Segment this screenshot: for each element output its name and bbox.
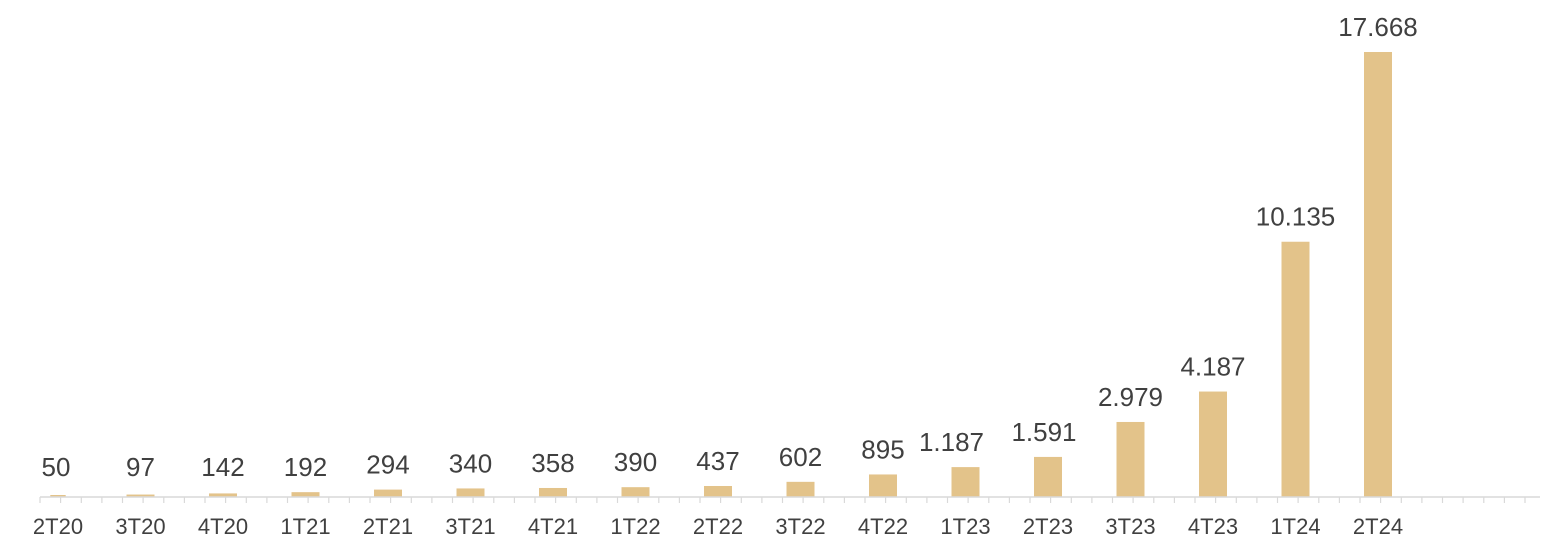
bar-4T22 xyxy=(869,474,897,497)
data-label-1T22: 390 xyxy=(614,447,657,477)
bar-1T21 xyxy=(291,492,320,497)
data-label-3T22: 602 xyxy=(779,442,822,472)
x-tick-label-3T22: 3T22 xyxy=(775,514,825,539)
data-label-2T21: 294 xyxy=(366,450,409,480)
x-tick-label-3T23: 3T23 xyxy=(1105,514,1155,539)
x-axis-tick-labels: 2T20 3T20 4T20 1T21 2T21 3T21 4T21 1T22 2T22 3T22… xyxy=(33,514,1403,539)
data-label-3T21: 340 xyxy=(449,448,492,478)
x-tick-label-1T24: 1T24 xyxy=(1270,514,1320,539)
bar-2T23 xyxy=(1034,456,1062,497)
bar-3T22 xyxy=(786,481,815,497)
x-tick-label-4T22: 4T22 xyxy=(858,514,908,539)
bar-1T23 xyxy=(951,467,980,497)
bar-4T20 xyxy=(209,493,237,497)
data-label-1T23: 1.187 xyxy=(919,427,984,457)
bar-3T23 xyxy=(1116,421,1145,497)
bar-1T22 xyxy=(621,487,650,497)
x-tick-label-2T24: 2T24 xyxy=(1353,514,1403,539)
x-tick-label-4T20: 4T20 xyxy=(198,514,248,539)
data-labels-group: 50 97 142 192 294 340 358 390 437 602 895 1.187 1.59… xyxy=(42,12,1418,482)
bar-1T24 xyxy=(1281,241,1310,497)
bar-4T23 xyxy=(1199,391,1227,497)
data-label-4T20: 142 xyxy=(201,452,244,482)
bars-group xyxy=(50,52,1392,497)
data-label-2T20: 50 xyxy=(42,452,71,482)
x-tick-label-4T23: 4T23 xyxy=(1188,514,1238,539)
data-label-2T24: 17.668 xyxy=(1338,12,1418,42)
x-tick-label-1T21: 1T21 xyxy=(280,514,330,539)
x-tick-label-2T21: 2T21 xyxy=(363,514,413,539)
x-tick-label-4T21: 4T21 xyxy=(528,514,578,539)
bar-4T21 xyxy=(539,487,567,497)
x-tick-label-3T21: 3T21 xyxy=(445,514,495,539)
x-tick-label-2T20: 2T20 xyxy=(33,514,83,539)
data-label-1T24: 10.135 xyxy=(1256,202,1336,232)
x-axis-ticks xyxy=(39,497,1526,503)
bar-2T24 xyxy=(1364,52,1392,497)
data-label-2T23: 1.591 xyxy=(1011,417,1076,447)
data-label-4T22: 895 xyxy=(861,434,904,464)
bar-2T20 xyxy=(50,495,66,497)
bar-3T20 xyxy=(126,494,155,497)
x-tick-label-3T20: 3T20 xyxy=(115,514,165,539)
x-tick-label-1T23: 1T23 xyxy=(940,514,990,539)
x-tick-label-2T22: 2T22 xyxy=(693,514,743,539)
x-tick-label-1T22: 1T22 xyxy=(610,514,660,539)
data-label-3T23: 2.979 xyxy=(1098,382,1163,412)
data-label-2T22: 437 xyxy=(696,446,739,476)
data-label-1T21: 192 xyxy=(284,452,327,482)
bar-3T21 xyxy=(456,488,485,497)
data-label-4T23: 4.187 xyxy=(1180,352,1245,382)
x-tick-label-2T23: 2T23 xyxy=(1023,514,1073,539)
data-label-3T20: 97 xyxy=(126,452,155,482)
bar-2T22 xyxy=(704,485,732,497)
data-label-4T21: 358 xyxy=(531,448,574,478)
bar-2T21 xyxy=(374,489,402,497)
